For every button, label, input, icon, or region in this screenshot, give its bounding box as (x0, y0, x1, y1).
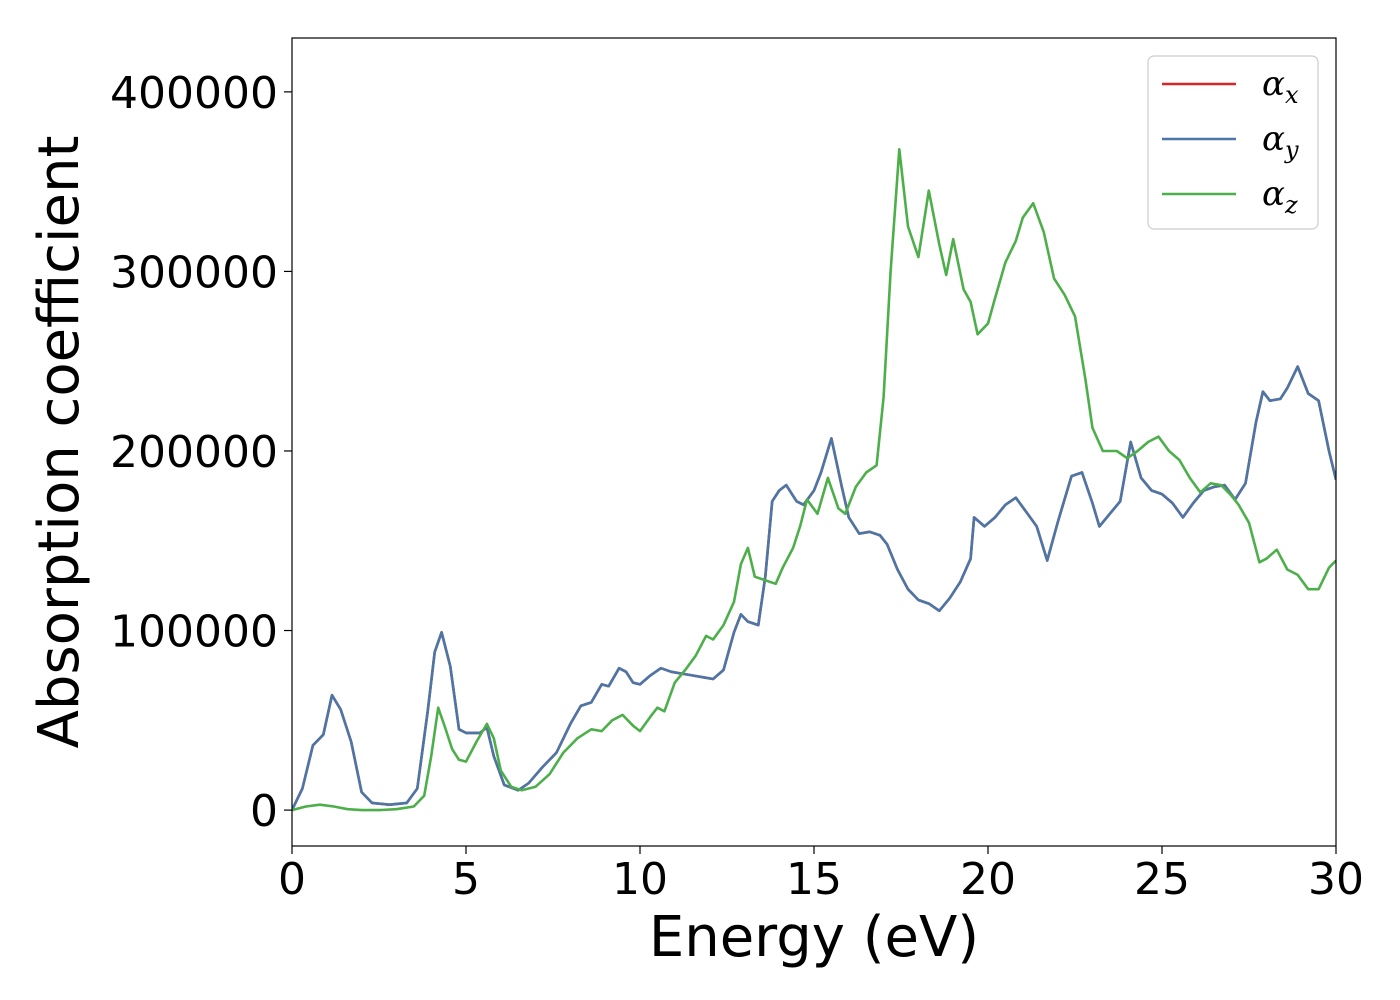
series-line-alpha-z (292, 148, 1336, 812)
legend-label-alpha-z: αz (1262, 174, 1298, 219)
y-tick-label: 200000 (110, 427, 278, 478)
series-line-alpha-y (292, 365, 1336, 811)
x-tick-label: 5 (452, 854, 480, 905)
legend-label-alpha-x: αx (1262, 64, 1299, 109)
legend-box (1147, 55, 1319, 230)
x-tick-label: 15 (786, 854, 842, 905)
plot-lines (292, 148, 1336, 812)
x-tick-label: 30 (1308, 854, 1364, 905)
y-tick-label: 100000 (110, 607, 278, 658)
y-axis-ticks: 0 100000 200000 300000 400000 (110, 68, 292, 837)
legend-label-alpha-y: αy (1262, 119, 1299, 164)
x-tick-label: 25 (1134, 854, 1190, 905)
y-tick-label: 0 (250, 786, 278, 837)
y-axis-title: Absorption coefficient (27, 136, 92, 749)
x-tick-label: 10 (612, 854, 668, 905)
x-tick-label: 20 (960, 854, 1016, 905)
legend: αx αy αz (1147, 55, 1319, 230)
y-tick-label: 400000 (110, 68, 278, 119)
y-tick-label: 300000 (110, 247, 278, 298)
x-axis-ticks: 0 5 10 15 20 25 30 (278, 846, 1364, 905)
x-tick-label: 0 (278, 854, 306, 905)
series-line-alpha-x (292, 365, 1336, 811)
x-axis-title: Energy (eV) (649, 905, 979, 970)
